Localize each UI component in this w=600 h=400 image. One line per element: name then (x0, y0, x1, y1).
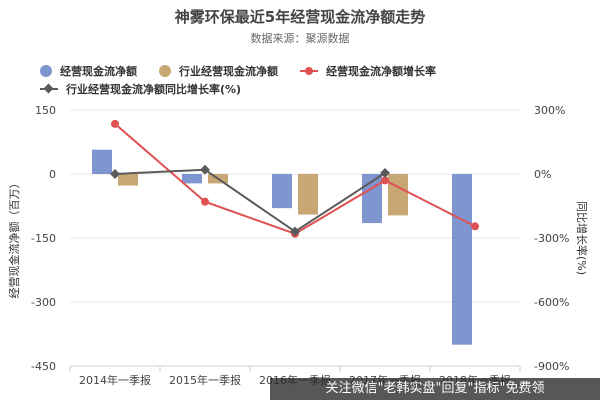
line-op-growth (114, 123, 476, 235)
bar-op-cf (92, 149, 112, 174)
legend-row-1: 经营现金流净额 行业经营现金流净额 经营现金流净额增长率 (40, 62, 580, 80)
chart-legend: 经营现金流净额 行业经营现金流净额 经营现金流净额增长率 行业经营现金流净额同比… (40, 62, 580, 98)
legend-row-2: 行业经营现金流净额同比增长率(%) (40, 80, 580, 98)
bar-industry-cf (118, 174, 138, 186)
y2-tick-label: 300% (534, 104, 565, 117)
y-tick-label: -300 (31, 296, 56, 309)
bar-op-cf (182, 174, 202, 184)
point-op-growth (201, 197, 209, 206)
point-industry-growth (290, 226, 300, 237)
point-op-growth (471, 222, 479, 231)
point-industry-growth (110, 169, 120, 179)
chart-subtitle: 数据来源：聚源数据 (250, 32, 350, 45)
legend-swatch-op-cf (40, 65, 52, 77)
point-op-growth (381, 176, 389, 185)
y2-tick-label: -900% (534, 360, 569, 373)
y2-axis-title: 同比增长率(%) (575, 201, 589, 275)
y-axis-title: 经营现金流净额（百万） (7, 178, 21, 299)
legend-swatch-industry-cf (159, 65, 171, 77)
legend-label-industry-growth: 行业经营现金流净额同比增长率(%) (66, 83, 242, 96)
bar-op-cf (272, 174, 292, 209)
y2-tick-label: -600% (534, 296, 569, 309)
legend-label-op-cf: 经营现金流净额 (60, 65, 137, 78)
x-tick-label: 2015年一季报 (169, 373, 241, 387)
bar-industry-cf (298, 174, 318, 215)
line-industry-growth (114, 168, 386, 233)
x-tick-label: 2014年一季报 (79, 373, 151, 387)
point-op-growth (111, 119, 119, 128)
y-tick-label: -150 (31, 232, 56, 245)
watermark-banner: 关注微信"老韩实盘"回复"指标"免费领 (270, 378, 600, 400)
y-tick-label: 0 (49, 168, 56, 181)
point-industry-growth (380, 167, 390, 178)
y-tick-label: -450 (31, 360, 56, 373)
legend-swatch-op-growth (300, 65, 318, 77)
bar-op-cf (452, 174, 472, 345)
chart-title: 神雾环保最近5年经营现金流净额走势 (174, 8, 426, 26)
legend-item-industry-cf[interactable]: 行业经营现金流净额 (159, 63, 278, 79)
legend-item-op-cf[interactable]: 经营现金流净额 (40, 63, 137, 79)
bar-industry-cf (388, 174, 408, 216)
legend-swatch-industry-growth (40, 83, 58, 95)
y-tick-label: 150 (35, 104, 56, 117)
legend-item-industry-growth[interactable]: 行业经营现金流净额同比增长率(%) (40, 81, 241, 97)
legend-label-op-growth: 经营现金流净额增长率 (326, 65, 436, 78)
legend-label-industry-cf: 行业经营现金流净额 (179, 65, 278, 78)
legend-item-op-growth[interactable]: 经营现金流净额增长率 (300, 63, 436, 79)
y2-tick-label: -300% (534, 232, 569, 245)
point-industry-growth (200, 164, 210, 175)
y2-tick-label: 0% (534, 168, 551, 181)
